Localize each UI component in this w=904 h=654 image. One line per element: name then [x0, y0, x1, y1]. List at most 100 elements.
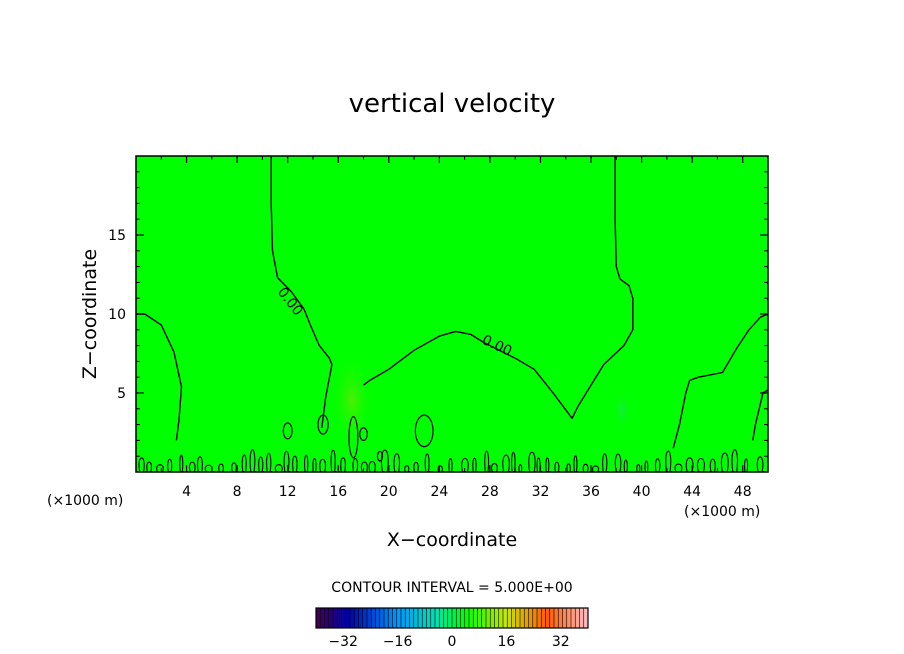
colorbar-swatch	[345, 608, 351, 628]
colorbar-swatch	[469, 608, 474, 628]
x-tick-label: 28	[481, 484, 499, 500]
colorbar-swatch	[541, 608, 546, 628]
colorbar-swatch	[562, 608, 568, 628]
colorbar-swatch	[354, 608, 359, 628]
colorbar-swatch	[324, 608, 330, 628]
colorbar-swatch	[507, 608, 512, 628]
zero-contour-2	[136, 313, 183, 441]
colorbar-swatch	[515, 608, 521, 628]
colorbar-swatch	[571, 608, 576, 628]
colorbar-swatch	[328, 608, 334, 628]
colorbar-swatch	[549, 608, 555, 628]
contour-lines	[136, 156, 768, 462]
colorbar-swatch	[447, 608, 453, 628]
x-tick-label: 44	[683, 484, 701, 500]
colorbar-swatch	[379, 608, 385, 628]
y-axis-ticks: 5 10 15	[108, 171, 768, 457]
colorbar-tick-label: 16	[497, 634, 515, 650]
colorbar-tick-label: −16	[383, 634, 413, 650]
colorbar-swatch	[456, 608, 461, 628]
x-tick-label: 40	[633, 484, 651, 500]
colorbar-swatch	[396, 608, 402, 628]
colorbar-swatch	[435, 608, 440, 628]
colorbar-swatch	[452, 608, 457, 628]
colorbar-swatch	[520, 608, 525, 628]
contour-cell-1	[348, 416, 359, 459]
colorbar-swatch	[333, 608, 338, 628]
x-axis-label: X−coordinate	[387, 529, 517, 551]
colorbar-tick-label: −32	[328, 634, 358, 650]
colorbar-swatch	[426, 608, 432, 628]
y-axis-label: Z−coordinate	[79, 249, 101, 379]
colorbar-swatch	[498, 608, 504, 628]
surface-contour-noise	[138, 449, 764, 472]
contour-cell-4	[317, 414, 329, 435]
y-tick-label: 15	[108, 228, 126, 244]
colorbar-swatch	[575, 608, 580, 628]
colorbar-swatch	[422, 608, 427, 628]
contour-cell-3	[282, 422, 293, 440]
colorbar-swatch	[558, 608, 563, 628]
x-tick-label: 24	[430, 484, 448, 500]
x-tick-label: 12	[279, 484, 297, 500]
colorbar-swatch	[413, 608, 419, 628]
x-tick-label: 4	[182, 484, 191, 500]
colorbar-swatch	[371, 608, 376, 628]
colorbar-swatch	[537, 608, 542, 628]
x-tick-label: 20	[380, 484, 398, 500]
field-shading	[330, 350, 632, 450]
colorbar-swatch	[401, 608, 406, 628]
contour-cell-6	[359, 427, 368, 441]
near-surface-contours	[138, 449, 764, 472]
colorbar-swatch	[430, 608, 436, 628]
colorbar-swatch	[503, 608, 508, 628]
y-tick-label: 10	[108, 307, 126, 323]
colorbar-swatch	[409, 608, 415, 628]
colorbar-swatch	[524, 608, 529, 628]
colorbar-swatch	[375, 608, 381, 628]
colorbar-swatch	[477, 608, 483, 628]
colorbar-swatch	[583, 608, 589, 628]
x-tick-label: 32	[532, 484, 550, 500]
zero-contour-5	[752, 389, 768, 441]
colorbar-swatch	[460, 608, 466, 628]
colorbar-swatch	[341, 608, 347, 628]
chart-title: vertical velocity	[349, 89, 556, 119]
colorbar-swatch	[439, 608, 444, 628]
x-axis-unit-left: (×1000 m)	[47, 493, 123, 509]
plot-background	[136, 156, 768, 472]
zero-contour-4	[363, 156, 634, 419]
colorbar-swatch	[554, 608, 559, 628]
colorbar-swatch	[367, 608, 372, 628]
colorbar-tick-label: 32	[552, 634, 570, 650]
colorbar-swatch	[579, 608, 585, 628]
colorbar-swatch	[418, 608, 423, 628]
colorbar-swatch	[350, 608, 355, 628]
y-tick-label: 5	[117, 386, 126, 402]
x-tick-label: 36	[582, 484, 600, 500]
colorbar-swatch	[405, 608, 410, 628]
colorbar-swatch	[486, 608, 491, 628]
colorbar-swatch	[362, 608, 368, 628]
colorbar-swatch	[511, 608, 517, 628]
contour-cell-5	[376, 450, 384, 462]
x-axis-ticks: 4 8 12 16 20 24 28 32 36 40 44 48	[160, 156, 752, 500]
updraft-shading	[330, 350, 374, 450]
colorbar-swatch	[532, 608, 538, 628]
colorbar-swatch	[494, 608, 500, 628]
colorbar-swatch	[320, 608, 325, 628]
colorbar-swatch	[388, 608, 393, 628]
downdraft-shading	[612, 388, 632, 432]
colorbar-swatch	[545, 608, 551, 628]
x-tick-label: 48	[734, 484, 752, 500]
x-tick-label: 8	[233, 484, 242, 500]
contour-interval-text: CONTOUR INTERVAL = 5.000E+00	[331, 580, 572, 596]
colorbar-swatch	[337, 608, 342, 628]
colorbar-swatch	[528, 608, 534, 628]
contour-cell-2	[414, 414, 434, 448]
zero-contour-1	[270, 156, 333, 428]
colorbar-swatch	[384, 608, 389, 628]
colorbar-swatch	[490, 608, 495, 628]
colorbar-swatch	[566, 608, 572, 628]
